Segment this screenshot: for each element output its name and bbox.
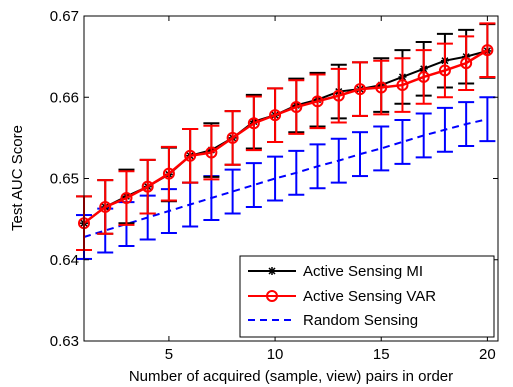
data-point: [417, 70, 430, 83]
series-layer: [76, 22, 496, 260]
legend-label: Random Sensing: [303, 312, 418, 329]
x-tick-label: 20: [479, 346, 496, 363]
series-random-sensing: [76, 96, 496, 260]
y-tick-label: 0.66: [50, 89, 79, 106]
axis-layer: 5 10 15 20 0.63 0.64 0.65 0.66 0.67: [50, 8, 498, 363]
series-line: [83, 118, 488, 238]
data-point: [162, 167, 175, 180]
x-tick-label: 15: [373, 346, 390, 363]
data-point: [226, 131, 239, 144]
series-line: [83, 49, 489, 225]
data-point: [460, 57, 473, 70]
data-point: [184, 149, 197, 162]
y-tick-label: 0.67: [50, 8, 79, 25]
x-tick-label: 5: [165, 346, 173, 363]
data-point: [141, 180, 154, 193]
legend: Active Sensing MI Active Sensing VAR Rando…: [239, 255, 495, 338]
data-point: [375, 81, 388, 94]
data-point: [311, 95, 324, 108]
legend-swatch-stroke: [268, 267, 276, 275]
x-axis-label: Number of acquired (sample, view) pairs …: [129, 368, 453, 385]
data-point: [438, 64, 451, 77]
series-active-sensing-var: [76, 22, 496, 251]
data-point: [481, 44, 494, 57]
legend-label: Active Sensing VAR: [303, 288, 436, 305]
legend-label: Active Sensing MI: [303, 263, 423, 280]
data-point: [99, 200, 112, 213]
x-tick-label: 10: [267, 346, 284, 363]
legend-swatch-marker: [268, 267, 276, 275]
data-point: [396, 79, 409, 92]
legend-swatch-marker: [266, 290, 278, 302]
data-point: [332, 89, 345, 102]
data-point: [354, 83, 366, 96]
legend-item-active-sensing-mi: Active Sensing MI: [248, 263, 423, 280]
y-tick-label: 0.63: [50, 333, 79, 350]
y-axis-label: Test AUC Score: [9, 125, 26, 231]
data-point: [120, 192, 133, 204]
data-point: [205, 146, 218, 159]
data-point: [269, 109, 282, 122]
data-point: [290, 101, 303, 113]
y-tick-label: 0.64: [50, 252, 79, 269]
series-active-sensing-mi: [76, 23, 496, 251]
y-tick-label: 0.65: [50, 171, 79, 188]
legend-item-active-sensing-var: Active Sensing VAR: [248, 288, 436, 305]
legend-item-random-sensing: Random Sensing: [248, 312, 418, 329]
data-point: [247, 117, 260, 130]
